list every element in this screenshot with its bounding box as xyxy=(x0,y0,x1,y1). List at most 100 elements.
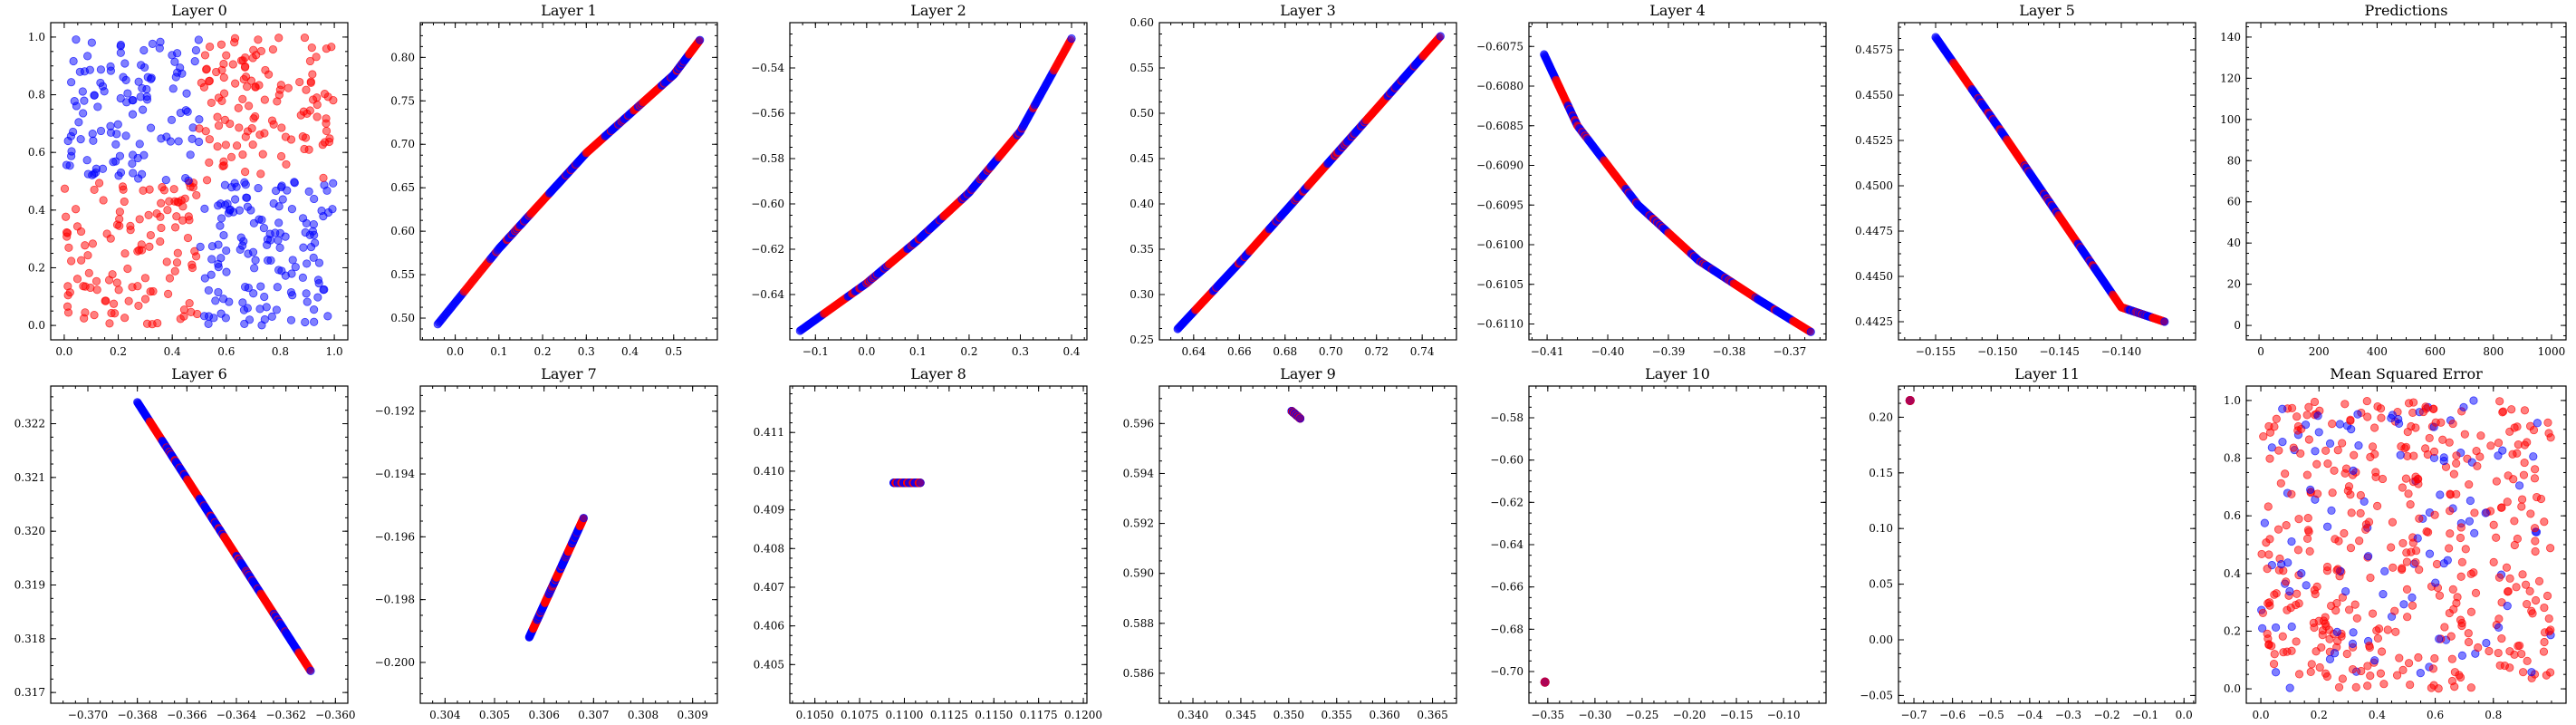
data-point xyxy=(216,40,226,49)
data-point xyxy=(255,215,264,224)
data-point xyxy=(235,123,244,132)
data-point xyxy=(182,89,191,98)
data-point xyxy=(195,115,204,124)
data-point xyxy=(67,78,76,87)
data-point xyxy=(277,123,286,132)
data-point xyxy=(222,267,231,276)
y-tick-label: 0.45 xyxy=(1129,152,1154,165)
data-point xyxy=(165,274,175,283)
x-tick-label: 0.304 xyxy=(429,709,461,721)
x-tick-label: −0.38 xyxy=(1713,345,1746,358)
data-point xyxy=(216,221,225,230)
y-tick-label: 0 xyxy=(2234,319,2241,332)
data-point xyxy=(320,90,330,99)
data-point xyxy=(202,176,212,185)
data-point xyxy=(96,65,106,74)
data-point xyxy=(1067,34,1076,44)
data-point xyxy=(81,282,90,291)
data-point xyxy=(170,266,179,276)
y-tick-label: 0.4575 xyxy=(1855,44,1893,56)
data-point xyxy=(286,135,296,144)
data-point xyxy=(101,296,110,305)
data-point xyxy=(245,102,254,111)
data-point xyxy=(329,179,338,188)
x-tick-label: 0.305 xyxy=(479,709,510,721)
panel-7: Layer 6 −0.370 −0.368 −0.366 −0.364 −0.362 −0.… xyxy=(14,365,356,721)
data-point xyxy=(275,243,284,252)
panel-title: Layer 10 xyxy=(1645,365,1710,382)
data-point xyxy=(94,179,104,188)
data-point xyxy=(83,251,92,260)
y-tick-label: −0.6080 xyxy=(1476,80,1523,92)
data-point xyxy=(166,137,175,146)
y-tick-label: 0.407 xyxy=(754,581,784,594)
data-point xyxy=(243,202,253,211)
data-points xyxy=(1287,406,1305,423)
data-point xyxy=(121,131,130,140)
y-tick-label: −0.6100 xyxy=(1476,238,1523,251)
data-point xyxy=(194,35,203,44)
data-point xyxy=(323,208,333,218)
data-point xyxy=(305,56,315,66)
x-tick-label: −0.140 xyxy=(2101,345,2141,358)
y-tick-label: 0.596 xyxy=(1123,417,1154,430)
data-point xyxy=(82,156,91,165)
data-point xyxy=(123,89,132,98)
panel-title: Layer 2 xyxy=(910,2,966,19)
x-tick-label: −0.41 xyxy=(1531,345,1564,358)
data-point xyxy=(295,77,304,87)
x-tick-label: 0.4 xyxy=(1062,345,1080,358)
data-point xyxy=(248,140,257,150)
x-tick-label: 0.74 xyxy=(1410,345,1435,358)
data-point xyxy=(74,118,83,127)
x-tick-label: 0.5 xyxy=(665,345,682,358)
data-point xyxy=(146,123,156,132)
y-tick-label: 0.588 xyxy=(1123,617,1154,630)
data-point xyxy=(1295,414,1305,423)
data-point xyxy=(80,96,89,105)
data-point xyxy=(306,77,315,86)
data-point xyxy=(238,241,247,250)
data-point xyxy=(269,120,278,129)
data-point xyxy=(93,102,102,111)
data-point xyxy=(98,164,108,173)
data-point xyxy=(146,74,156,83)
y-tick-label: −0.6105 xyxy=(1476,278,1523,291)
data-point xyxy=(286,287,296,297)
data-point xyxy=(155,44,164,53)
data-point xyxy=(256,282,265,291)
data-point xyxy=(81,241,90,250)
data-point xyxy=(205,135,214,144)
data-point xyxy=(268,44,278,54)
data-point xyxy=(192,190,201,200)
data-point xyxy=(277,181,286,190)
data-point xyxy=(199,312,209,321)
y-tick-label: 0.75 xyxy=(390,94,415,107)
x-tick-label: −0.40 xyxy=(1591,345,1625,358)
data-point xyxy=(274,202,284,211)
data-point xyxy=(96,126,106,136)
x-tick-label: −0.1 xyxy=(803,345,829,358)
data-point xyxy=(148,39,158,48)
ticks xyxy=(790,23,1087,341)
data-point xyxy=(128,110,138,119)
data-point xyxy=(255,130,264,140)
data-point xyxy=(170,223,180,232)
data-point xyxy=(298,273,307,283)
data-point xyxy=(226,152,236,161)
y-tick-label: 0.408 xyxy=(754,542,784,555)
data-point xyxy=(76,134,85,144)
data-point xyxy=(120,249,130,258)
data-point xyxy=(271,228,280,237)
panel-2: Layer 2 −0.1 0.0 0.1 0.2 0.3 0.4 −0.64 −0.62 −0.6… xyxy=(751,2,1088,358)
data-point xyxy=(300,33,310,43)
y-tick-label: −0.200 xyxy=(375,656,415,669)
data-point xyxy=(134,77,143,86)
data-point xyxy=(317,206,326,216)
ticks xyxy=(1159,385,1457,703)
data-point xyxy=(115,215,124,224)
data-point xyxy=(322,126,332,136)
data-point xyxy=(128,150,138,160)
data-point xyxy=(174,137,183,146)
data-point xyxy=(133,282,142,291)
